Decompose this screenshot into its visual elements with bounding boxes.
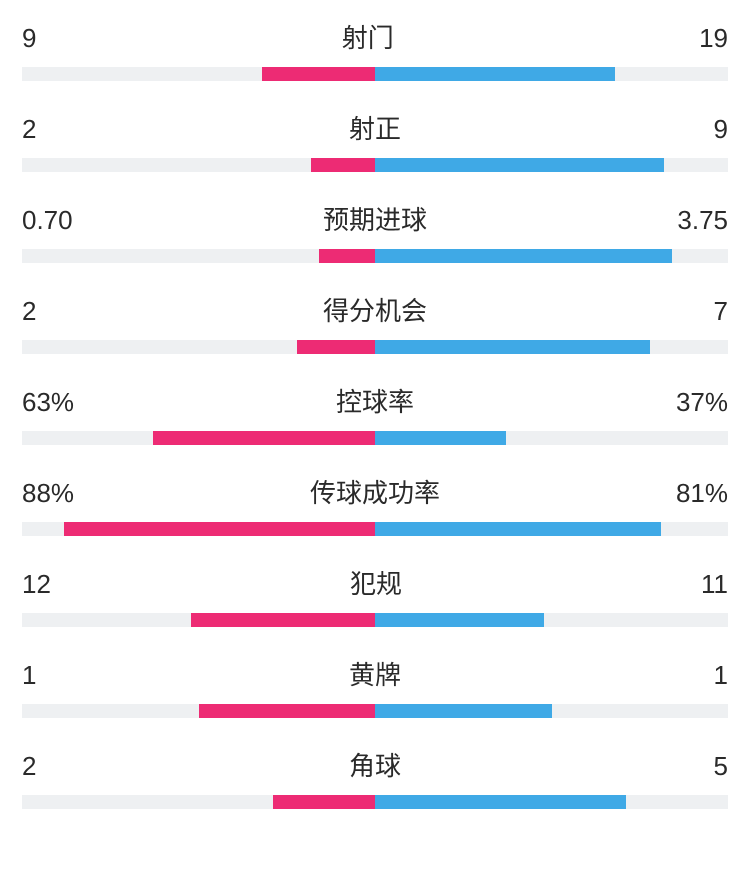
stat-name: 射门 — [36, 18, 699, 55]
stat-bar-right-half — [375, 340, 728, 354]
stat-bar-right-fill — [375, 340, 650, 354]
stat-bar-right-half — [375, 522, 728, 536]
stat-value-right: 37% — [676, 387, 728, 418]
stat-bar-left-fill — [319, 249, 375, 263]
stat-bar-left-fill — [273, 795, 375, 809]
stat-row: 1黄牌1 — [22, 655, 728, 718]
stat-value-right: 7 — [714, 296, 728, 327]
stat-bar-right-half — [375, 704, 728, 718]
stat-row: 12犯规11 — [22, 564, 728, 627]
stat-bar — [22, 522, 728, 536]
stat-value-left: 2 — [22, 751, 36, 782]
stat-bar-right-fill — [375, 67, 615, 81]
stat-value-right: 81% — [676, 478, 728, 509]
stat-value-left: 2 — [22, 296, 36, 327]
stat-bar-left-half — [22, 249, 375, 263]
stat-bar — [22, 67, 728, 81]
stat-bar — [22, 249, 728, 263]
stat-row: 63%控球率37% — [22, 382, 728, 445]
stat-value-right: 9 — [714, 114, 728, 145]
stat-bar-left-half — [22, 340, 375, 354]
stat-bar-left-half — [22, 795, 375, 809]
stat-name: 控球率 — [74, 382, 676, 419]
stat-labels: 9射门19 — [22, 18, 728, 55]
stat-bar-left-half — [22, 67, 375, 81]
stat-name: 预期进球 — [73, 200, 678, 237]
stat-bar — [22, 340, 728, 354]
stat-bar-right-fill — [375, 795, 626, 809]
stat-bar-left-fill — [191, 613, 375, 627]
stat-bar-left-fill — [199, 704, 376, 718]
stat-bar-right-fill — [375, 431, 506, 445]
stat-bar — [22, 704, 728, 718]
match-stats-panel: 9射门192射正90.70预期进球3.752得分机会763%控球率37%88%传… — [22, 18, 728, 809]
stat-row: 2得分机会7 — [22, 291, 728, 354]
stat-bar-left-fill — [64, 522, 375, 536]
stat-bar-right-fill — [375, 522, 661, 536]
stat-row: 9射门19 — [22, 18, 728, 81]
stat-bar-right-half — [375, 249, 728, 263]
stat-labels: 2射正9 — [22, 109, 728, 146]
stat-bar — [22, 613, 728, 627]
stat-value-left: 63% — [22, 387, 74, 418]
stat-value-right: 1 — [714, 660, 728, 691]
stat-value-left: 9 — [22, 23, 36, 54]
stat-bar — [22, 158, 728, 172]
stat-name: 黄牌 — [36, 655, 713, 692]
stat-value-right: 11 — [701, 569, 728, 600]
stat-name: 射正 — [36, 109, 713, 146]
stat-bar-left-half — [22, 431, 375, 445]
stat-value-left: 0.70 — [22, 205, 73, 236]
stat-value-left: 1 — [22, 660, 36, 691]
stat-name: 犯规 — [51, 564, 701, 601]
stat-labels: 63%控球率37% — [22, 382, 728, 419]
stat-bar-right-half — [375, 795, 728, 809]
stat-bar-right-half — [375, 613, 728, 627]
stat-bar — [22, 431, 728, 445]
stat-labels: 2得分机会7 — [22, 291, 728, 328]
stat-bar-right-fill — [375, 704, 552, 718]
stat-labels: 88%传球成功率81% — [22, 473, 728, 510]
stat-labels: 1黄牌1 — [22, 655, 728, 692]
stat-value-right: 5 — [714, 751, 728, 782]
stat-bar-left-fill — [262, 67, 375, 81]
stat-name: 得分机会 — [36, 291, 713, 328]
stat-name: 传球成功率 — [74, 473, 676, 510]
stat-bar-right-half — [375, 431, 728, 445]
stat-bar-right-fill — [375, 249, 672, 263]
stat-name: 角球 — [36, 746, 713, 783]
stat-labels: 0.70预期进球3.75 — [22, 200, 728, 237]
stat-value-left: 88% — [22, 478, 74, 509]
stat-value-right: 19 — [699, 23, 728, 54]
stat-bar-right-fill — [375, 158, 664, 172]
stat-bar-left-fill — [297, 340, 375, 354]
stat-bar-right-half — [375, 67, 728, 81]
stat-labels: 2角球5 — [22, 746, 728, 783]
stat-value-left: 2 — [22, 114, 36, 145]
stat-value-left: 12 — [22, 569, 51, 600]
stat-bar-left-half — [22, 613, 375, 627]
stat-bar-left-fill — [311, 158, 375, 172]
stat-bar-right-half — [375, 158, 728, 172]
stat-bar-right-fill — [375, 613, 544, 627]
stat-row: 88%传球成功率81% — [22, 473, 728, 536]
stat-labels: 12犯规11 — [22, 564, 728, 601]
stat-bar-left-half — [22, 704, 375, 718]
stat-row: 2射正9 — [22, 109, 728, 172]
stat-value-right: 3.75 — [677, 205, 728, 236]
stat-bar-left-half — [22, 158, 375, 172]
stat-bar-left-half — [22, 522, 375, 536]
stat-row: 2角球5 — [22, 746, 728, 809]
stat-row: 0.70预期进球3.75 — [22, 200, 728, 263]
stat-bar — [22, 795, 728, 809]
stat-bar-left-fill — [153, 431, 375, 445]
